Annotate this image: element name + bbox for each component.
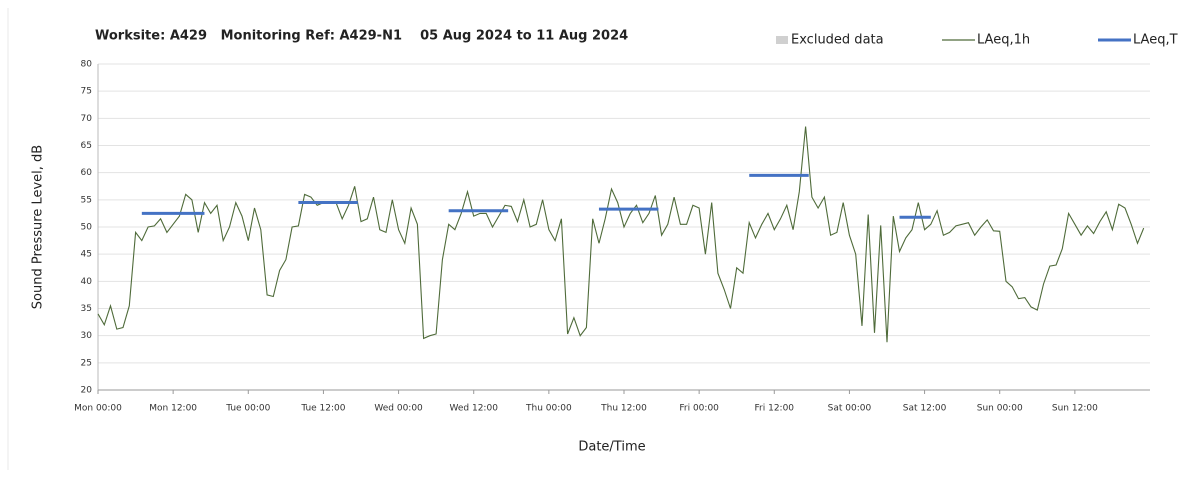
legend-swatch (776, 36, 788, 44)
y-axis-label: Sound Pressure Level, dB (31, 145, 46, 309)
y-tick-label: 80 (81, 60, 93, 70)
legend-label: Excluded data (791, 33, 884, 48)
x-tick-label: Wed 12:00 (450, 404, 499, 414)
x-tick-label: Fri 00:00 (679, 404, 719, 414)
data-line (97, 126, 1145, 343)
y-tick-label: 75 (81, 87, 92, 97)
x-tick-label: Thu 00:00 (525, 404, 572, 414)
y-tick-label: 40 (81, 277, 93, 287)
x-tick-label: Mon 00:00 (74, 404, 122, 414)
y-tick-label: 25 (81, 358, 92, 368)
y-tick-label: 30 (81, 331, 93, 341)
y-tick-label: 70 (81, 114, 93, 124)
x-tick-label: Sun 00:00 (977, 404, 1023, 414)
legend-label: LAeq,T (1133, 33, 1178, 48)
x-tick-label: Wed 00:00 (374, 404, 423, 414)
x-tick-label: Sun 12:00 (1052, 404, 1098, 414)
y-tick-label: 45 (81, 250, 92, 260)
y-tick-label: 35 (81, 304, 92, 314)
x-tick-label: Sat 00:00 (828, 404, 872, 414)
x-tick-label: Thu 12:00 (600, 404, 647, 414)
x-tick-label: Sat 12:00 (903, 404, 947, 414)
x-axis-label: Date/Time (578, 440, 645, 455)
y-tick-label: 20 (81, 386, 93, 396)
y-tick-label: 50 (81, 223, 93, 233)
x-tick-label: Fri 12:00 (755, 404, 795, 414)
x-tick-label: Tue 00:00 (225, 404, 270, 414)
chart-title: Worksite: A429 Monitoring Ref: A429-N1 0… (95, 29, 628, 44)
x-tick-label: Mon 12:00 (149, 404, 197, 414)
y-tick-label: 55 (81, 195, 92, 205)
legend-label: LAeq,1h (977, 33, 1030, 48)
y-tick-label: 65 (81, 141, 92, 151)
y-tick-label: 60 (81, 168, 93, 178)
x-tick-label: Tue 12:00 (300, 404, 345, 414)
